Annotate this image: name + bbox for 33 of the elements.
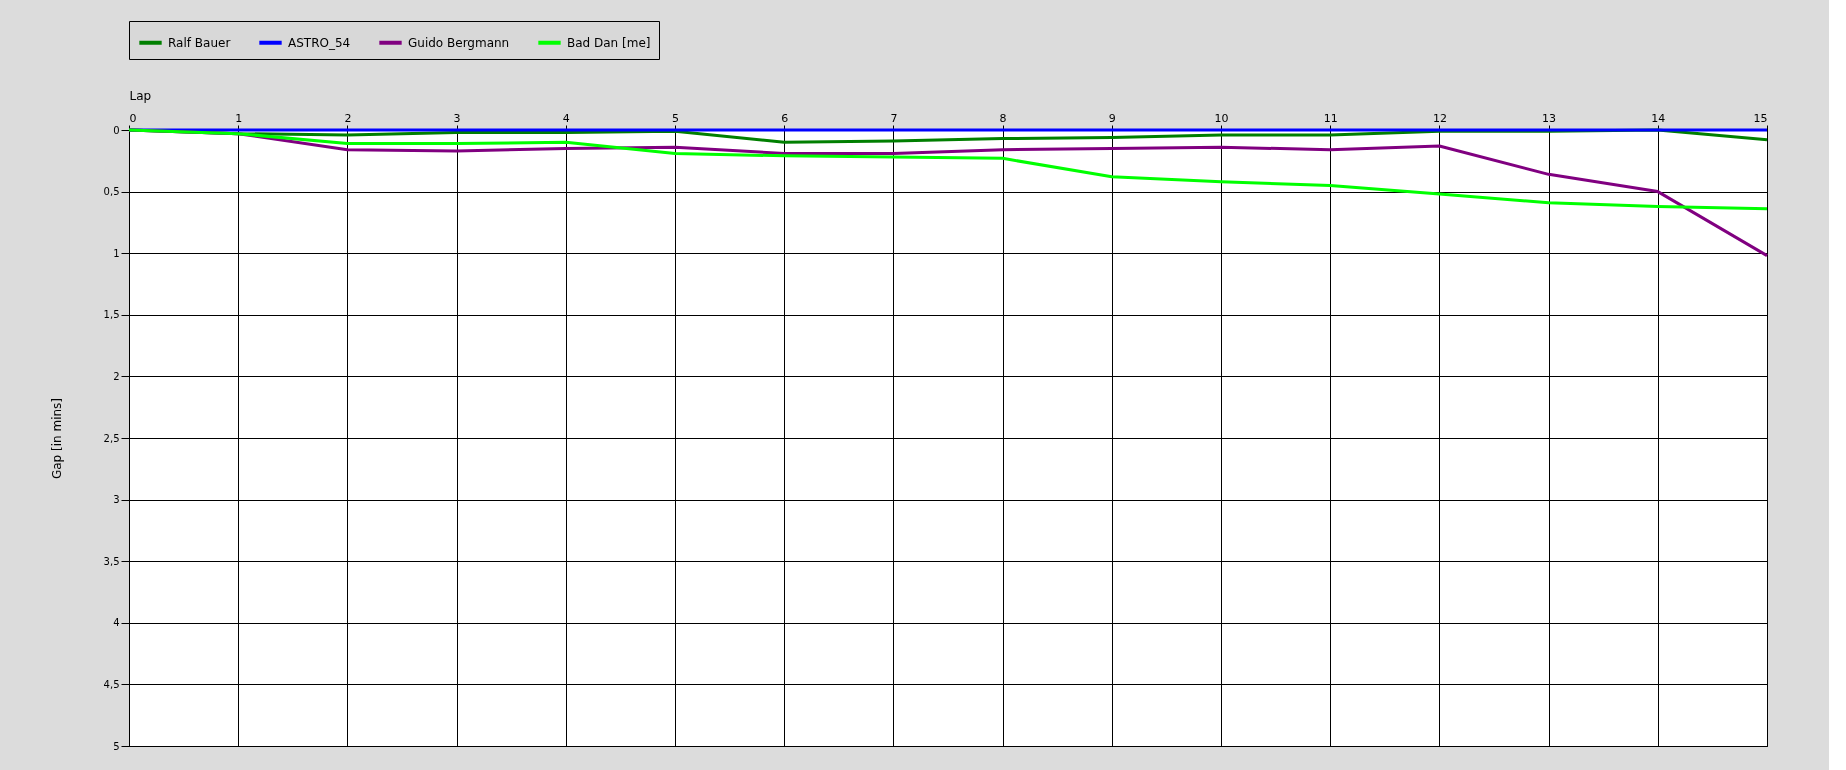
legend-label: Ralf Bauer (168, 35, 231, 50)
y-axis-title: Gap [in mins] (49, 397, 64, 480)
x-tick-label: 0 (129, 111, 137, 125)
legend-label: ASTRO_54 (288, 35, 351, 50)
legend-label: Bad Dan [me] (567, 35, 651, 50)
x-tick-label: 12 (1432, 111, 1447, 125)
y-tick-label: 4 (113, 617, 120, 629)
x-tick-label: 9 (1108, 111, 1116, 125)
y-tick-label: 5 (113, 740, 120, 752)
y-tick-label: 4,5 (103, 678, 120, 690)
x-tick-label: 14 (1651, 111, 1666, 125)
x-tick-label: 11 (1323, 111, 1338, 125)
x-tick-label: 5 (672, 111, 679, 125)
x-tick-label: 15 (1753, 111, 1768, 125)
x-tick-label: 7 (890, 111, 898, 125)
x-tick-label: 3 (453, 111, 461, 125)
y-tick-label: 2 (113, 370, 120, 382)
y-tick-label: 2,5 (103, 432, 120, 444)
y-tick-label: 0 (113, 124, 120, 136)
x-tick-label: 8 (999, 111, 1007, 125)
x-tick-label: 10 (1214, 111, 1229, 125)
x-tick-label: 13 (1542, 111, 1557, 125)
legend-label: Guido Bergmann (408, 35, 510, 50)
x-tick-label: 1 (235, 111, 243, 125)
x-tick-label: 4 (562, 111, 570, 125)
x-axis-title: Lap (129, 88, 152, 103)
y-tick-label: 3,5 (103, 555, 120, 567)
y-tick-label: 1 (113, 247, 120, 259)
x-tick-label: 2 (344, 111, 352, 125)
y-tick-label: 3 (113, 494, 120, 506)
x-tick-label: 6 (781, 111, 789, 125)
y-tick-label: 1,5 (103, 309, 120, 321)
y-tick-label: 0,5 (103, 186, 120, 198)
